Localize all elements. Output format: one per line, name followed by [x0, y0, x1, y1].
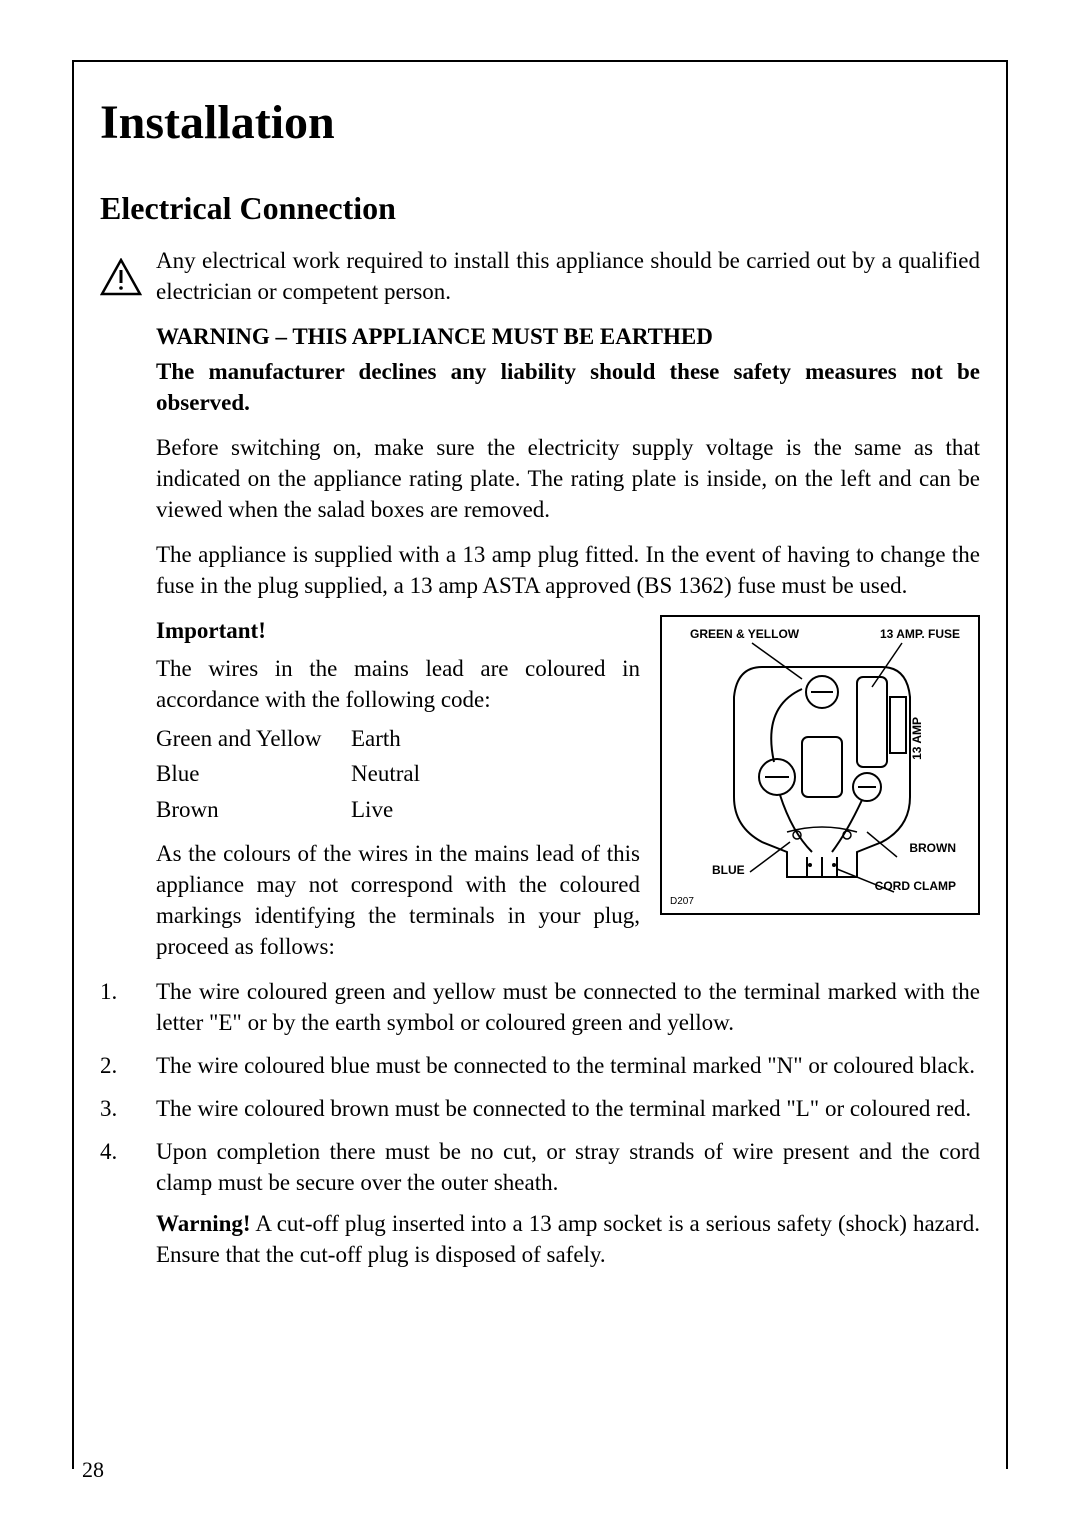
list-item: 3. The wire coloured brown must be conne… — [100, 1093, 980, 1124]
warning-label: Warning! — [156, 1211, 251, 1236]
warning-text: A cut-off plug inserted into a 13 amp so… — [156, 1211, 980, 1267]
wire-meaning: Neutral — [351, 756, 640, 792]
step-number: 2. — [100, 1050, 156, 1081]
numbered-steps: 1. The wire coloured green and yellow mu… — [100, 976, 980, 1270]
wire-meaning: Earth — [351, 721, 640, 757]
section-subtitle: Electrical Connection — [100, 190, 980, 227]
warning-heading: WARNING – THIS APPLIANCE MUST BE EARTHED — [156, 321, 980, 352]
plug-wiring-diagram: GREEN & YELLOW 13 AMP. FUSE 13 AMP BLUE … — [660, 615, 980, 915]
wire-meaning: Live — [351, 792, 640, 828]
step-number: 4. — [100, 1136, 156, 1270]
two-column-section: Important! The wires in the mains lead a… — [156, 615, 980, 961]
table-row: Brown Live — [156, 792, 640, 828]
page-content: Installation Electrical Connection Any e… — [100, 95, 980, 1282]
step-text: The wire coloured green and yellow must … — [156, 976, 980, 1038]
important-p2: As the colours of the wires in the mains… — [156, 838, 640, 962]
intro-block: Any electrical work required to install … — [156, 245, 980, 962]
warning-sub: The manufacturer declines any liability … — [156, 356, 980, 418]
intro-p3: The appliance is supplied with a 13 amp … — [156, 539, 980, 601]
page-title: Installation — [100, 95, 980, 150]
step-text: The wire coloured blue must be connected… — [156, 1050, 980, 1081]
table-row: Green and Yellow Earth — [156, 721, 640, 757]
step-text: Upon completion there must be no cut, or… — [156, 1139, 980, 1195]
list-item: 4. Upon completion there must be no cut,… — [100, 1136, 980, 1270]
list-item: 1. The wire coloured green and yellow mu… — [100, 976, 980, 1038]
wire-color: Brown — [156, 792, 351, 828]
important-text-column: Important! The wires in the mains lead a… — [156, 615, 640, 961]
intro-p2: Before switching on, make sure the elect… — [156, 432, 980, 525]
step-text: The wire coloured brown must be connecte… — [156, 1093, 980, 1124]
page-number: 28 — [82, 1457, 104, 1483]
step-number: 3. — [100, 1093, 156, 1124]
important-p1: The wires in the mains lead are coloured… — [156, 653, 640, 715]
intro-p1: Any electrical work required to install … — [156, 245, 980, 307]
plug-diagram-svg — [662, 617, 982, 917]
step-number: 1. — [100, 976, 156, 1038]
step-4-body: Upon completion there must be no cut, or… — [156, 1136, 980, 1270]
important-heading: Important! — [156, 615, 640, 646]
warning-paragraph: Warning! A cut-off plug inserted into a … — [156, 1208, 980, 1270]
wire-color-table: Green and Yellow Earth Blue Neutral Brow… — [156, 721, 640, 828]
list-item: 2. The wire coloured blue must be connec… — [100, 1050, 980, 1081]
wire-color: Blue — [156, 756, 351, 792]
table-row: Blue Neutral — [156, 756, 640, 792]
wire-color: Green and Yellow — [156, 721, 351, 757]
diagram-column: GREEN & YELLOW 13 AMP. FUSE 13 AMP BLUE … — [660, 615, 980, 961]
